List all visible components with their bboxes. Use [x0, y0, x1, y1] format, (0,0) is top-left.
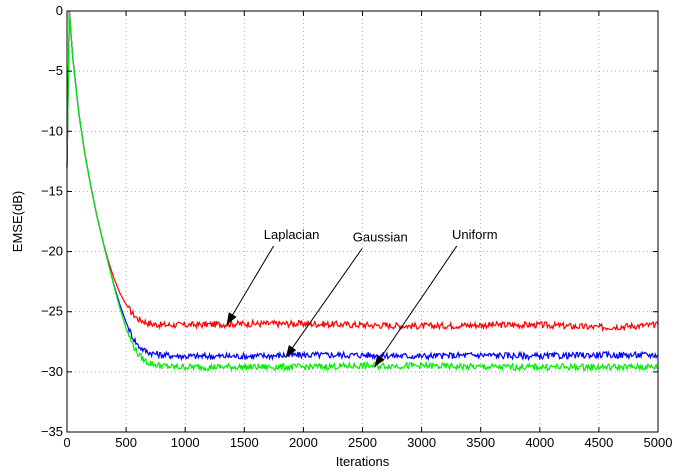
y-tick-label: 0 [56, 3, 63, 18]
series-lines [66, 10, 659, 373]
grid [67, 11, 658, 432]
series-line-gaussian [66, 10, 659, 362]
series-line-uniform [66, 10, 659, 373]
y-tick-label: −20 [41, 244, 63, 259]
annotation-label-laplacian: Laplacian [264, 227, 320, 242]
annotation-arrow-line [285, 248, 363, 358]
x-tick-label: 2000 [289, 435, 318, 450]
annotation-arrow-line [373, 245, 458, 368]
x-tick-label: 3000 [407, 435, 436, 450]
ticks: 0 500 1000 1500 2000 2500 3000 3500 4000 4500 5000… [41, 3, 673, 450]
series-line-laplacian [66, 10, 659, 333]
x-tick-label: 5000 [644, 435, 673, 450]
x-tick-label: 500 [115, 435, 137, 450]
annotation-arrowhead [374, 354, 385, 367]
y-axis-label: EMSE(dB) [10, 191, 25, 252]
x-tick-label: 3500 [466, 435, 495, 450]
x-tick-label: 4000 [525, 435, 554, 450]
x-tick-label: 1500 [230, 435, 259, 450]
annotation-label-gaussian: Gaussian [353, 229, 408, 244]
y-tick-label: −25 [41, 304, 63, 319]
y-tick-label: −5 [48, 63, 63, 78]
annotations: Laplacian Gaussian Uniform [226, 227, 498, 368]
y-tick-label: −10 [41, 123, 63, 138]
y-tick-label: −35 [41, 424, 63, 439]
y-tick-label: −30 [41, 364, 63, 379]
x-tick-label: 2500 [348, 435, 377, 450]
x-tick-label: 4500 [584, 435, 613, 450]
annotation-arrowhead [226, 312, 237, 325]
annotation-arrowhead [285, 345, 297, 358]
annotation-label-uniform: Uniform [452, 227, 498, 242]
x-axis-label: Iterations [336, 454, 390, 469]
annotation-arrow-line [226, 245, 275, 326]
x-tick-label: 0 [63, 435, 70, 450]
x-tick-label: 1000 [171, 435, 200, 450]
y-tick-label: −15 [41, 183, 63, 198]
